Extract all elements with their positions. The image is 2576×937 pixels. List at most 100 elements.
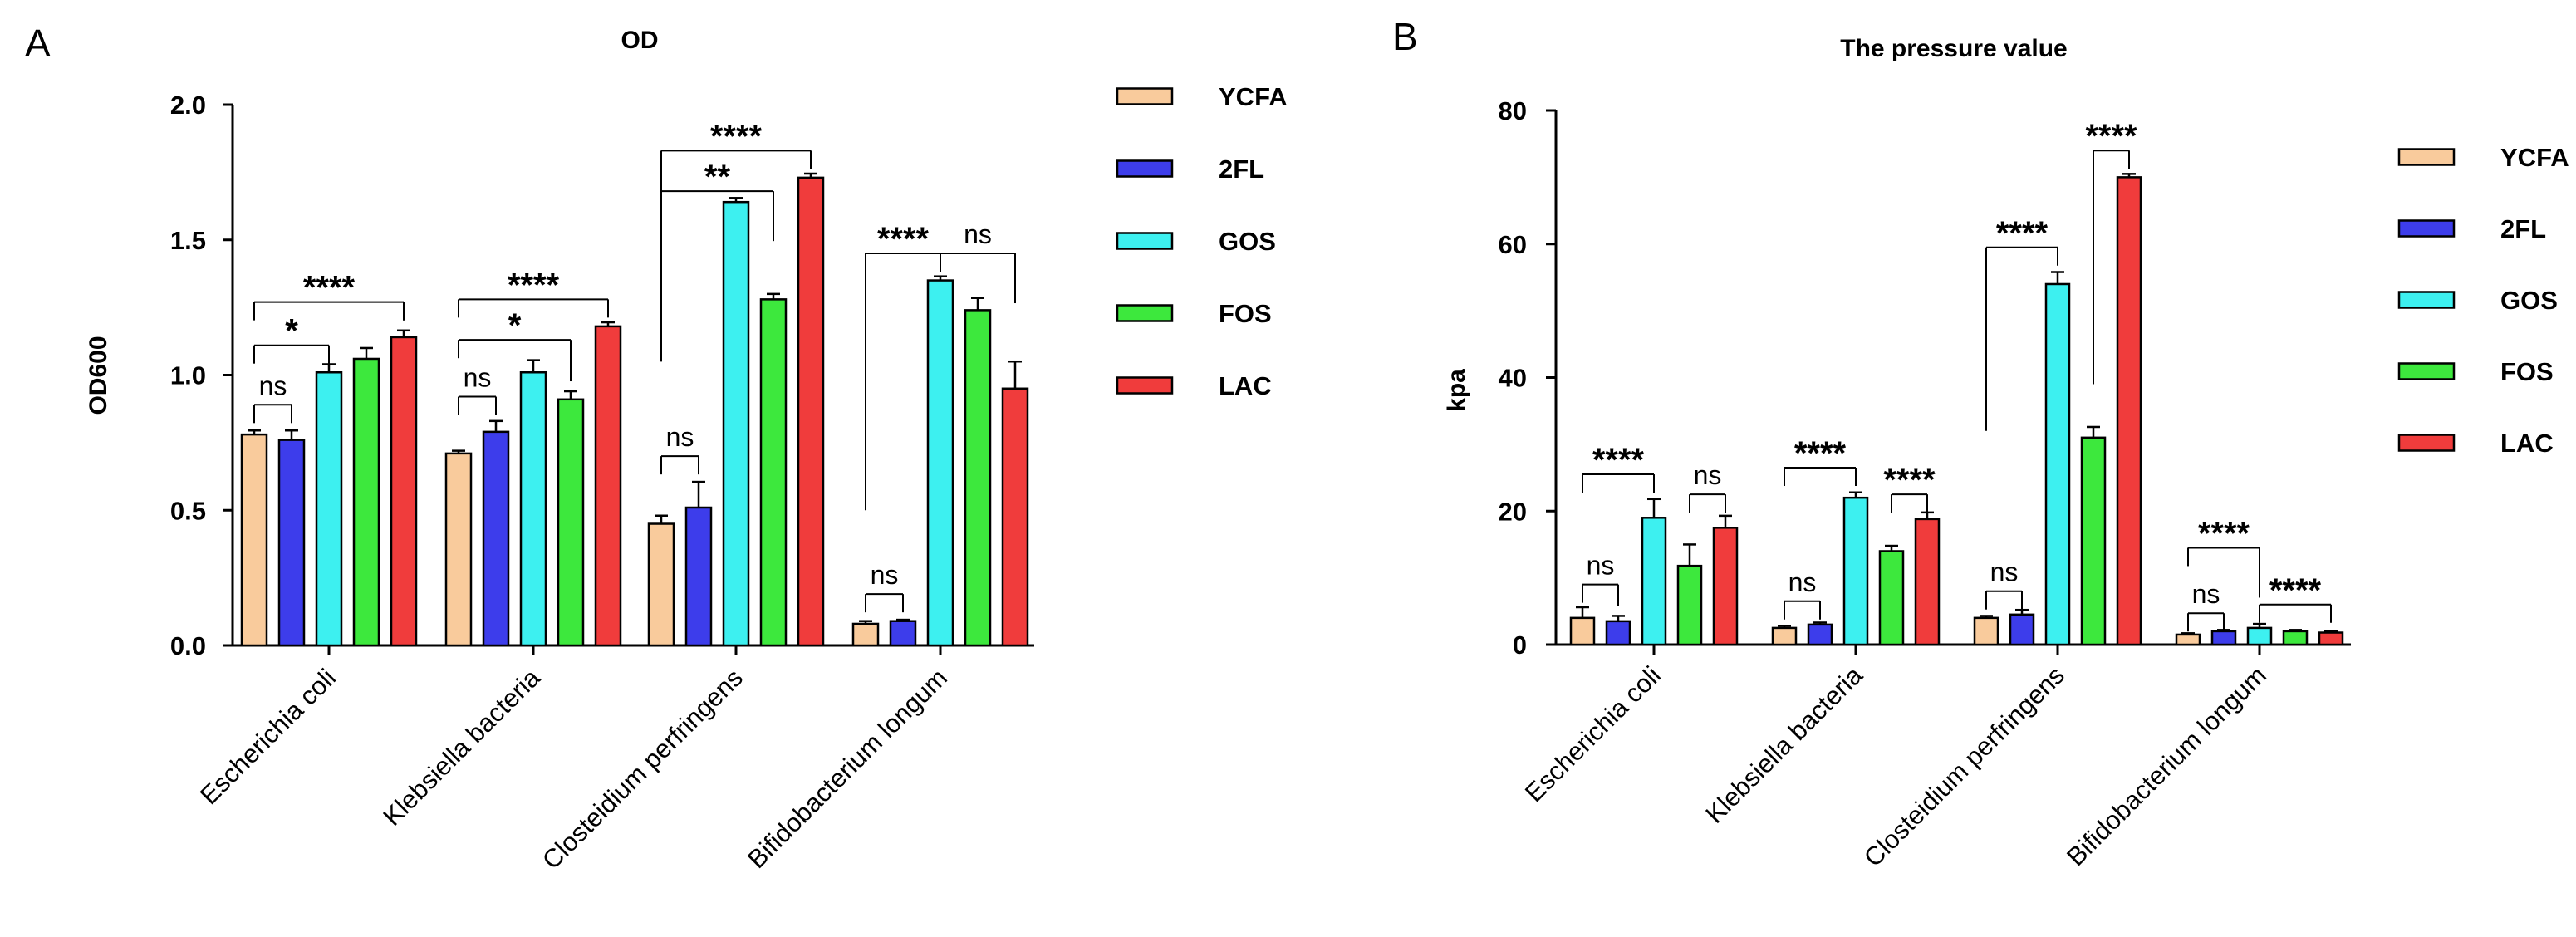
bar bbox=[1842, 496, 1869, 646]
bar bbox=[1569, 616, 1596, 646]
legend-swatch bbox=[2397, 291, 2456, 309]
significance-label: **** bbox=[877, 221, 930, 258]
x-tick-label: Bifidobacterium longum bbox=[2061, 660, 2272, 871]
bar bbox=[1712, 527, 1739, 646]
chart-title: The pressure value bbox=[1840, 35, 2067, 62]
bar bbox=[2246, 626, 2273, 646]
x-tick-label: Klebsiella bacteria bbox=[377, 663, 546, 832]
legend-label: 2FL bbox=[1219, 155, 1264, 184]
legend-label: FOS bbox=[1219, 299, 1272, 328]
significance-label: **** bbox=[303, 270, 356, 307]
y-axis-label: kpa bbox=[1443, 369, 1470, 412]
legend-label: GOS bbox=[1219, 227, 1276, 256]
bar bbox=[240, 433, 268, 647]
legend-swatch bbox=[1116, 376, 1174, 395]
significance-label: * bbox=[508, 307, 522, 344]
bar bbox=[684, 506, 713, 647]
bar bbox=[482, 430, 510, 647]
y-tick-label: 1.5 bbox=[170, 226, 206, 255]
bar bbox=[444, 452, 473, 647]
bar bbox=[1771, 626, 1798, 646]
bar bbox=[1605, 620, 1631, 646]
panel-b-chart: B The pressure value kpa 0 20 40 60 80 Escherich… bbox=[1392, 15, 2569, 872]
bar bbox=[926, 279, 954, 647]
y-tick-label: 0.0 bbox=[170, 631, 206, 660]
panel-a-chart: A OD OD600 0.0 0.5 1.0 1.5 2.0 Escherichia coli K… bbox=[25, 22, 1288, 875]
bar bbox=[2044, 282, 2071, 646]
legend-swatch bbox=[2397, 434, 2456, 452]
legend-swatch bbox=[1116, 304, 1174, 322]
bar bbox=[1973, 616, 1999, 646]
y-tick-label: 20 bbox=[1499, 497, 1527, 526]
chart-title: OD bbox=[621, 27, 659, 54]
bar bbox=[647, 522, 675, 647]
significance-label: ns bbox=[871, 560, 899, 590]
significance-label: ns bbox=[259, 370, 287, 400]
y-tick-label: 40 bbox=[1499, 364, 1527, 393]
bar bbox=[315, 370, 343, 647]
bar bbox=[277, 439, 306, 647]
bar bbox=[2175, 633, 2201, 646]
x-tick-label: Escherichia coli bbox=[194, 663, 341, 810]
x-tick-label: Klebsiella bacteria bbox=[1700, 660, 1868, 829]
significance-label: ns bbox=[1587, 551, 1615, 581]
significance-label: ns bbox=[464, 363, 492, 393]
bar bbox=[352, 357, 380, 647]
x-tick-label: Escherichia coli bbox=[1519, 660, 1666, 807]
legend-label: LAC bbox=[1219, 371, 1272, 400]
bar bbox=[889, 620, 917, 647]
significance-label: ns bbox=[964, 219, 992, 249]
bar bbox=[2210, 630, 2237, 646]
bar bbox=[2282, 630, 2309, 646]
legend-label: GOS bbox=[2500, 286, 2558, 315]
legend-swatch bbox=[1116, 159, 1174, 178]
significance-label: **** bbox=[2085, 118, 2137, 155]
y-tick-label: 0.5 bbox=[170, 496, 206, 525]
significance-label: ns bbox=[2192, 579, 2220, 609]
legend-label: 2FL bbox=[2500, 214, 2546, 243]
legend-label: LAC bbox=[2500, 429, 2554, 458]
significance-label: **** bbox=[1794, 435, 1847, 472]
y-tick-label: 0 bbox=[1513, 630, 1527, 660]
y-axis-label: OD600 bbox=[85, 336, 112, 415]
bar bbox=[1001, 387, 1029, 647]
bar bbox=[964, 309, 992, 647]
bar bbox=[1641, 517, 1667, 646]
legend-label: YCFA bbox=[2500, 143, 2569, 172]
bar bbox=[1676, 564, 1703, 646]
bar bbox=[2009, 613, 2035, 646]
x-tick-label: Closteidium perfringens bbox=[1858, 660, 2070, 872]
significance-label: **** bbox=[1883, 462, 1936, 498]
y-tick-label: 60 bbox=[1499, 230, 1527, 259]
significance-label: **** bbox=[1592, 442, 1645, 478]
x-tick-label: Closteidium perfringens bbox=[537, 663, 748, 875]
legend-label: YCFA bbox=[1219, 82, 1288, 111]
significance-label: **** bbox=[710, 118, 763, 155]
legend-swatch bbox=[2397, 362, 2456, 380]
significance-label: **** bbox=[2269, 572, 2322, 609]
bar bbox=[1807, 623, 1833, 646]
bar bbox=[2080, 436, 2107, 646]
significance-label: **** bbox=[2198, 515, 2250, 552]
legend-swatch bbox=[1116, 232, 1174, 250]
panel-label: B bbox=[1392, 15, 1418, 58]
bar bbox=[1878, 550, 1905, 646]
significance-label: * bbox=[285, 313, 298, 350]
bar bbox=[2318, 631, 2344, 646]
significance-label: ** bbox=[704, 159, 731, 195]
bar bbox=[557, 398, 585, 647]
significance-label: **** bbox=[1996, 215, 2049, 252]
significance-label: ns bbox=[1990, 557, 2019, 587]
bar bbox=[851, 622, 880, 647]
y-tick-label: 1.0 bbox=[170, 361, 206, 390]
legend-label: FOS bbox=[2500, 357, 2554, 386]
bar bbox=[2116, 176, 2142, 646]
bar bbox=[797, 176, 825, 647]
significance-label: ns bbox=[1694, 460, 1722, 490]
significance-label: ns bbox=[666, 422, 694, 452]
legend-swatch bbox=[2397, 219, 2456, 238]
bar bbox=[519, 370, 547, 647]
significance-label: ns bbox=[1788, 567, 1817, 597]
y-tick-label: 2.0 bbox=[170, 91, 206, 120]
